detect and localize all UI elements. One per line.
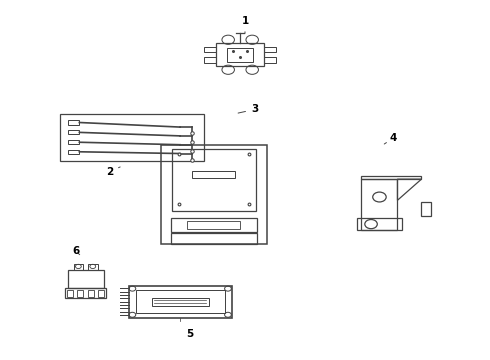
- Bar: [65, 288, 106, 298]
- Bar: [362, 179, 397, 230]
- Bar: [187, 221, 240, 229]
- Bar: [171, 218, 257, 232]
- Bar: [98, 291, 104, 297]
- Bar: [68, 130, 79, 135]
- Bar: [227, 48, 253, 62]
- Bar: [264, 47, 276, 52]
- Bar: [128, 286, 232, 318]
- Bar: [357, 218, 402, 230]
- Text: 6: 6: [73, 246, 80, 256]
- Bar: [88, 264, 98, 270]
- Bar: [264, 57, 276, 63]
- Bar: [68, 140, 79, 144]
- Bar: [88, 291, 94, 297]
- Text: 1: 1: [242, 16, 248, 33]
- Bar: [152, 298, 209, 306]
- Bar: [60, 114, 204, 162]
- Bar: [136, 290, 224, 313]
- Bar: [161, 145, 267, 243]
- Text: 3: 3: [238, 104, 258, 114]
- Bar: [204, 57, 216, 63]
- Bar: [67, 291, 73, 297]
- Bar: [77, 291, 83, 297]
- Text: 5: 5: [186, 329, 194, 339]
- Bar: [172, 149, 256, 211]
- Bar: [192, 171, 235, 178]
- Bar: [171, 233, 257, 243]
- Bar: [74, 264, 83, 270]
- Bar: [362, 176, 421, 179]
- Bar: [421, 202, 431, 216]
- Bar: [68, 120, 79, 125]
- Bar: [216, 43, 264, 66]
- Bar: [68, 270, 103, 288]
- Bar: [68, 150, 79, 154]
- Bar: [204, 47, 216, 52]
- Text: 2: 2: [106, 167, 120, 177]
- Text: 4: 4: [384, 133, 396, 144]
